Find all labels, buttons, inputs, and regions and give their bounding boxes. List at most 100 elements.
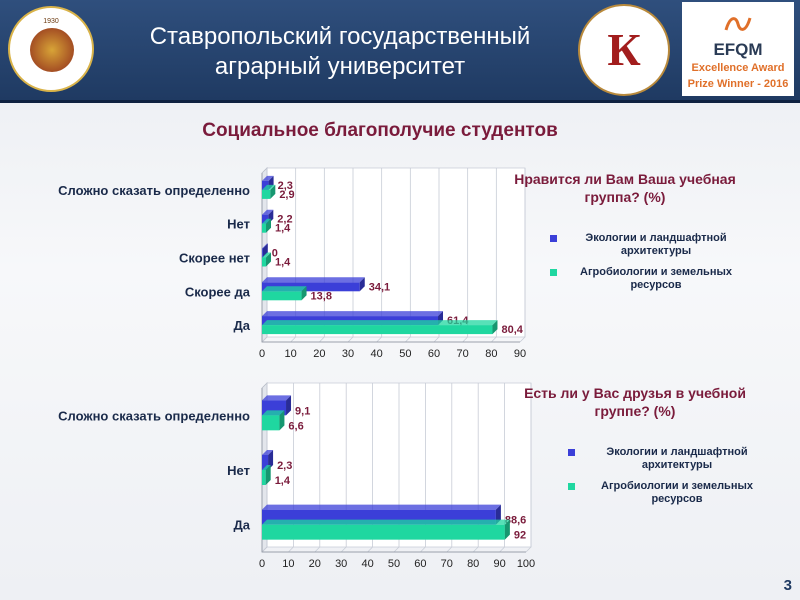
chart1-category-label: Нет — [227, 217, 250, 232]
efqm-name: EFQM — [713, 40, 763, 59]
chart2-tick-label: 80 — [467, 558, 479, 570]
chart1-title-line2: группа? (%) — [584, 189, 666, 205]
chart2-legend-label-1a: Экологии и ландшафтной — [606, 446, 748, 458]
chart2-bar-side — [279, 410, 285, 431]
chart1-bar — [262, 248, 263, 258]
efqm-mark-icon — [724, 17, 752, 31]
chart1-legend-item-2: Агробиологии и земельных ресурсов — [550, 266, 750, 292]
chart2-bar-top — [262, 465, 271, 470]
chart1-bar-top — [262, 320, 498, 326]
chart1-bar — [262, 223, 267, 233]
chart1-bar-top — [262, 311, 444, 317]
page-number: 3 — [783, 577, 792, 594]
chart1-tick-label: 30 — [342, 348, 354, 360]
university-logo: 1930 — [8, 6, 94, 92]
chart1-data-label: 1,4 — [275, 223, 291, 235]
chart1-bar — [262, 291, 302, 301]
chart2-data-label: 2,3 — [277, 460, 292, 472]
chart2-bar — [262, 524, 505, 540]
chart2-bar-top — [262, 519, 510, 525]
chart2-gridline-foot — [420, 546, 426, 553]
efqm-prize-line: Prize Winner - 2016 — [687, 78, 789, 90]
chart1-category-label: Сложно сказать определенно — [58, 183, 250, 198]
chart1-legend-item-1: Экологии и ландшафтной архитектуры — [550, 232, 750, 258]
chart2-data-label: 88,6 — [505, 515, 526, 527]
chart1-tick-label: 70 — [457, 348, 469, 360]
chart1-category-label: Да — [234, 318, 251, 333]
chart2-tick-label: 20 — [309, 558, 321, 570]
legend-swatch-icon — [550, 269, 557, 276]
chart2-tick-label: 40 — [361, 558, 373, 570]
chart1-data-label: 0 — [272, 248, 278, 260]
chart2-bar-side — [265, 465, 271, 485]
chart2-gridline-foot — [340, 546, 347, 553]
chart1-bar-top — [262, 218, 272, 224]
university-emblem-icon — [30, 28, 74, 72]
chart1-gridline-foot — [261, 336, 268, 343]
chart1-tick-label: 80 — [485, 348, 497, 360]
chart1-bar — [262, 214, 269, 224]
chart2-gridline-foot — [367, 546, 373, 553]
chart1-data-label: 2,3 — [278, 180, 293, 192]
chart2-tick-label: 60 — [414, 558, 426, 570]
chart1-title-line1: Нравится ли Вам Ваша учебная — [514, 171, 736, 187]
chart2-gridline-foot — [472, 546, 479, 553]
chart2-bar — [262, 415, 280, 431]
chart2-title: Есть ли у Вас друзья в учебной группе? (… — [480, 384, 790, 420]
university-title-line2: аграрный университет — [214, 53, 466, 80]
chart2-gridline-foot — [314, 546, 321, 553]
chart1-title: Нравится ли Вам Ваша учебная группа? (%) — [470, 170, 780, 206]
legend-swatch-icon — [568, 483, 575, 490]
chart1-bar-side — [262, 243, 268, 258]
chart1-gridline-foot — [376, 336, 382, 343]
chart2-bar-top — [262, 410, 285, 416]
chart1-gridline-foot — [290, 336, 296, 343]
chart2-legend-item-2: Агробиологии и земельных ресурсов — [568, 480, 774, 506]
university-title: Ставропольский государственный аграрный … — [105, 22, 575, 82]
chart1-data-label: 80,4 — [501, 324, 523, 336]
university-logo-year: 1930 — [43, 18, 59, 25]
chart1-bar — [262, 282, 360, 292]
chart1-tick-label: 40 — [371, 348, 383, 360]
chart2-tick-label: 70 — [441, 558, 453, 570]
chart2-data-label: 1,4 — [275, 475, 291, 487]
header-banner: 1930 Ставропольский государственный агра… — [0, 0, 800, 103]
efqm-logo: EFQM Excellence Award Prize Winner - 201… — [682, 2, 794, 96]
chart1-bar-top — [262, 243, 268, 249]
chart1-bar-top — [262, 175, 274, 181]
quality-award-logo: К — [578, 4, 670, 96]
chart2-tick-label: 30 — [335, 558, 347, 570]
chart2-category-label: Сложно сказать определенно — [58, 408, 250, 423]
chart1-bar-side — [359, 277, 365, 292]
chart1-tick-label: 60 — [428, 348, 440, 360]
chart1-legend-label-2a: Агробиологии и земельных — [580, 266, 732, 278]
chart2-bar — [262, 470, 266, 485]
chart1-bar-top — [262, 209, 274, 215]
chart2-tick-label: 100 — [517, 558, 535, 570]
university-title-line1: Ставропольский государственный — [149, 23, 531, 50]
chart1-data-label: 2,9 — [279, 189, 294, 201]
chart2-title-line1: Есть ли у Вас друзья в учебной — [524, 385, 746, 401]
chart1-legend-label-2b: ресурсов — [630, 279, 682, 291]
chart1-gridline-foot — [462, 336, 468, 343]
chart1-tick-label: 50 — [399, 348, 411, 360]
chart2-category-label: Нет — [227, 463, 250, 478]
chart1-bar-top — [262, 252, 272, 258]
chart1-bar — [262, 180, 269, 190]
chart1-bar — [262, 257, 267, 267]
chart2-gridline-foot — [261, 546, 268, 553]
chart2-legend: Экологии и ландшафтной архитектуры Агроб… — [568, 446, 774, 514]
chart2-legend-label-2b: ресурсов — [651, 493, 703, 505]
legend-swatch-icon — [550, 235, 557, 242]
chart1-gridline-foot — [491, 336, 497, 343]
chart2-gridline-foot — [499, 546, 505, 553]
chart1-category-label: Скорее нет — [179, 251, 250, 266]
chart1-gridline-foot — [519, 336, 526, 343]
chart2-gridline-foot — [288, 546, 294, 553]
chart1-legend-label-1b: архитектуры — [620, 245, 692, 257]
chart1-bar-top — [262, 277, 365, 283]
chart1-bar-side — [301, 286, 307, 301]
chart2-legend-label-2a: Агробиологии и земельных — [601, 480, 753, 492]
chart2-tick-label: 0 — [259, 558, 265, 570]
